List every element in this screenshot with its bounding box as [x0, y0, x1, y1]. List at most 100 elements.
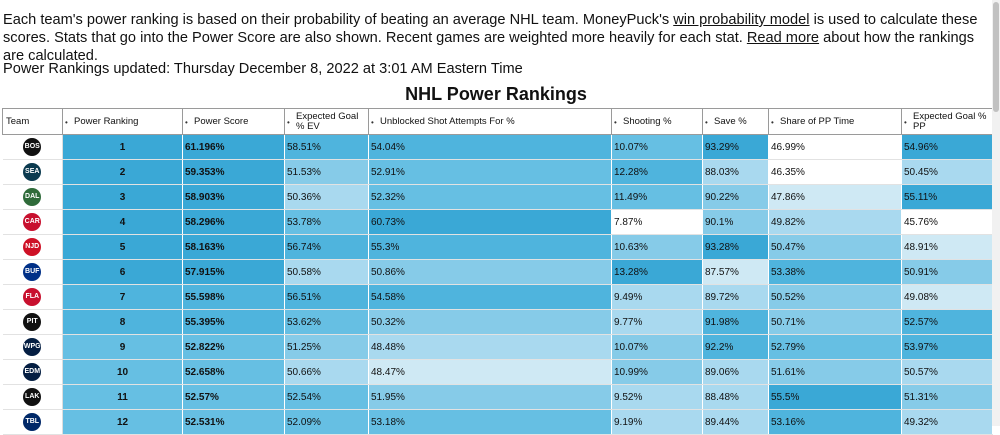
xg-pp-cell: 53.97% [901, 334, 993, 360]
updated-timestamp: Power Rankings updated: Thursday Decembe… [3, 61, 523, 77]
pp-share-cell: 53.16% [768, 409, 902, 435]
intro-part3: about how the rankings are calculated. [3, 30, 975, 64]
xg-ev-cell: 51.25% [284, 334, 369, 360]
shooting-cell: 10.07% [611, 134, 703, 160]
xg-ev-cell: 50.58% [284, 259, 369, 285]
column-header-save[interactable]: • Save % [702, 108, 769, 135]
save-cell: 89.06% [702, 359, 769, 385]
shooting-cell: 9.77% [611, 309, 703, 335]
sort-icon[interactable]: • [771, 118, 774, 127]
save-cell: 91.98% [702, 309, 769, 335]
power-ranking-cell: 3 [62, 184, 183, 210]
xg-pp-cell: 51.31% [901, 384, 993, 410]
sort-icon[interactable]: • [705, 118, 708, 127]
pp-share-cell: 50.71% [768, 309, 902, 335]
shooting-cell: 13.28% [611, 259, 703, 285]
xg-pp-cell: 50.45% [901, 159, 993, 185]
usa-cell: 50.32% [368, 309, 612, 335]
team-logo-icon: LAK [23, 388, 42, 406]
save-cell: 90.22% [702, 184, 769, 210]
team-logo-cell: SEA [2, 159, 63, 185]
power-score-cell: 57.915% [182, 259, 285, 285]
table-row: WPG 9 52.822% 51.25% 48.48% 10.07% 92.2% 52.79%… [2, 334, 993, 360]
save-cell: 93.29% [702, 134, 769, 160]
column-header-label: Expected Goal % PP [913, 111, 987, 132]
save-cell: 87.57% [702, 259, 769, 285]
shooting-cell: 10.99% [611, 359, 703, 385]
power-ranking-cell: 1 [62, 134, 183, 160]
power-rankings-table: •Team•Power Ranking•Power Score•Expected… [2, 108, 993, 435]
team-logo-cell: BOS [2, 134, 63, 160]
power-score-cell: 58.296% [182, 209, 285, 235]
team-logo-cell: PIT [2, 309, 63, 335]
shooting-cell: 7.87% [611, 209, 703, 235]
power-score-cell: 55.395% [182, 309, 285, 335]
xg-ev-cell: 56.74% [284, 234, 369, 260]
shooting-cell: 9.52% [611, 384, 703, 410]
sort-icon[interactable]: • [185, 118, 188, 127]
column-header-xg-ev[interactable]: • Expected Goal % EV [284, 108, 369, 135]
xg-pp-cell: 45.76% [901, 209, 993, 235]
usa-cell: 48.47% [368, 359, 612, 385]
column-header-score[interactable]: • Power Score [182, 108, 285, 135]
team-logo-cell: DAL [2, 184, 63, 210]
team-logo-cell: BUF [2, 259, 63, 285]
power-score-cell: 52.531% [182, 409, 285, 435]
team-logo-icon: EDM [23, 363, 42, 381]
team-logo-icon: PIT [23, 313, 42, 331]
power-score-cell: 52.822% [182, 334, 285, 360]
usa-cell: 52.91% [368, 159, 612, 185]
column-header-usa[interactable]: • Unblocked Shot Attempts For % [368, 108, 612, 135]
pp-share-cell: 50.47% [768, 234, 902, 260]
xg-ev-cell: 50.66% [284, 359, 369, 385]
pp-share-cell: 46.35% [768, 159, 902, 185]
usa-cell: 54.58% [368, 284, 612, 310]
pp-share-cell: 46.99% [768, 134, 902, 160]
shooting-cell: 12.28% [611, 159, 703, 185]
read-more-link[interactable]: Read more [746, 30, 820, 46]
xg-pp-cell: 54.96% [901, 134, 993, 160]
table-row: BUF 6 57.915% 50.58% 50.86% 13.28% 87.57% 53.38… [2, 259, 993, 285]
save-cell: 88.48% [702, 384, 769, 410]
power-score-cell: 58.903% [182, 184, 285, 210]
power-ranking-cell: 10 [62, 359, 183, 385]
table-row: EDM 10 52.658% 50.66% 48.47% 10.99% 89.06% 51.6… [2, 359, 993, 385]
column-header-label: Expected Goal % EV [296, 111, 359, 132]
usa-cell: 53.18% [368, 409, 612, 435]
xg-pp-cell: 49.08% [901, 284, 993, 310]
intro-part1: Each team's power ranking is based on th… [3, 12, 674, 28]
sort-icon[interactable]: • [371, 118, 374, 127]
sort-icon[interactable]: • [65, 118, 68, 127]
column-header-label: Unblocked Shot Attempts For % [380, 115, 515, 127]
column-header-team[interactable]: •Team [2, 108, 63, 135]
team-logo-cell: LAK [2, 384, 63, 410]
sort-icon[interactable]: • [614, 118, 617, 127]
column-header-xg-pp[interactable]: • Expected Goal % PP [901, 108, 993, 135]
column-header-label: Team [6, 115, 30, 127]
power-ranking-cell: 4 [62, 209, 183, 235]
pp-share-cell: 51.61% [768, 359, 902, 385]
table-body: BOS 1 61.196% 58.51% 54.04% 10.07% 93.29% 46.99… [2, 134, 993, 435]
save-cell: 88.03% [702, 159, 769, 185]
table-row: SEA 2 59.353% 51.53% 52.91% 12.28% 88.03% 46.35… [2, 159, 993, 185]
power-ranking-cell: 8 [62, 309, 183, 335]
table-row: NJD 5 58.163% 56.74% 55.3% 10.63% 93.28% 50.47%… [2, 234, 993, 260]
table-row: CAR 4 58.296% 53.78% 60.73% 7.87% 90.1% 49.82% 4… [2, 209, 993, 235]
column-header-shooting[interactable]: • Shooting % [611, 108, 703, 135]
power-ranking-cell: 12 [62, 409, 183, 435]
win-probability-link[interactable]: win probability model [673, 12, 810, 28]
table-row: DAL 3 58.903% 50.36% 52.32% 11.49% 90.22% 47.86… [2, 184, 993, 210]
page-scrollbar[interactable] [992, 0, 1000, 426]
power-score-cell: 52.57% [182, 384, 285, 410]
team-logo-cell: NJD [2, 234, 63, 260]
scrollbar-thumb[interactable] [993, 2, 999, 112]
column-header-rank[interactable]: • Power Ranking [62, 108, 183, 135]
team-logo-icon: DAL [23, 188, 42, 206]
shooting-cell: 10.63% [611, 234, 703, 260]
sort-icon[interactable]: • [904, 118, 907, 127]
column-header-pp-share[interactable]: • Share of PP Time [768, 108, 902, 135]
power-score-cell: 58.163% [182, 234, 285, 260]
power-ranking-cell: 11 [62, 384, 183, 410]
usa-cell: 55.3% [368, 234, 612, 260]
sort-icon[interactable]: • [287, 118, 290, 127]
